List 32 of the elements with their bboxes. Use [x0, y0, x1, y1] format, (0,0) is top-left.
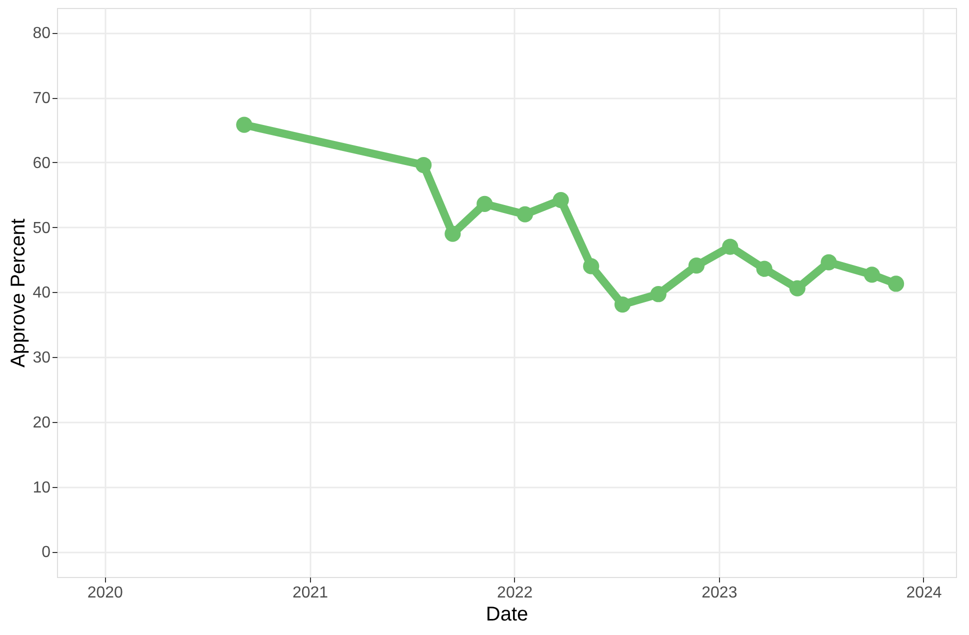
y-tick-label: 0 [42, 544, 51, 562]
y-tick-label: 30 [32, 350, 51, 367]
y-tick-label: 50 [32, 220, 51, 237]
point [476, 196, 493, 212]
x-tick-label: 2021 [292, 584, 328, 602]
x-tick-label: 2022 [497, 584, 533, 602]
point [516, 206, 534, 222]
y-tick-label: 40 [32, 284, 51, 302]
x-axis-title: Date [486, 604, 528, 626]
y-tick-label: 20 [32, 414, 51, 432]
point [444, 226, 461, 242]
y-tick-label: 70 [32, 90, 51, 108]
x-tick-label: 2023 [702, 584, 738, 602]
point [864, 266, 880, 283]
point [236, 116, 252, 133]
point [756, 260, 772, 277]
point [415, 156, 432, 174]
point [650, 286, 666, 302]
point [888, 276, 904, 292]
point [552, 192, 569, 208]
point [820, 254, 837, 270]
y-axis-title: Approve Percent [8, 218, 30, 368]
y-tick-label: 10 [32, 479, 51, 496]
point [614, 296, 631, 313]
point [789, 280, 806, 296]
point [722, 238, 738, 255]
x-tick-label: 2024 [906, 584, 942, 602]
y-tick-label: 60 [32, 154, 51, 172]
y-tick-label: 80 [32, 25, 51, 42]
point [583, 258, 600, 274]
x-tick-label: 2020 [87, 584, 124, 602]
point [688, 258, 705, 274]
